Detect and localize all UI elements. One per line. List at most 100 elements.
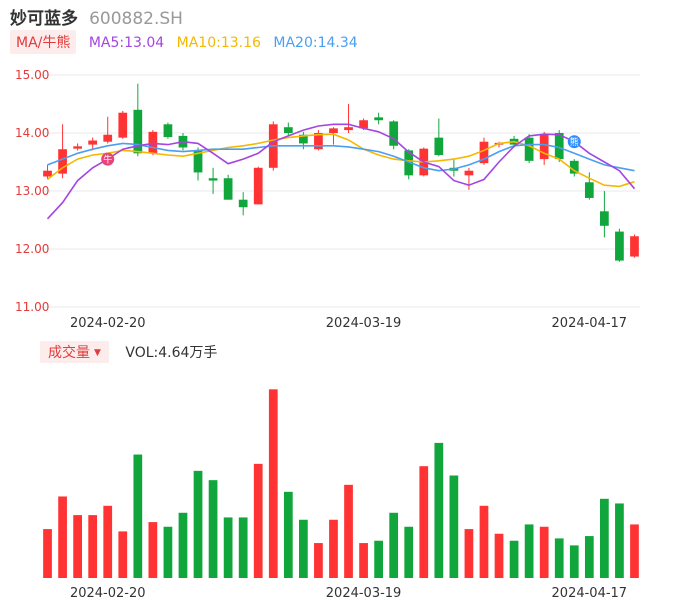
- y-tick-label: 13.00: [15, 184, 49, 198]
- ma5-line: [46, 123, 636, 220]
- volume-bar: [223, 517, 233, 578]
- volume-bar: [238, 517, 248, 578]
- y-tick-label: 11.00: [15, 300, 49, 314]
- volume-bar: [569, 545, 579, 578]
- candle-body: [133, 109, 143, 154]
- volume-bar: [103, 505, 113, 578]
- volume-bar: [133, 454, 143, 578]
- volume-indicator-dropdown[interactable]: 成交量 ▼: [40, 341, 109, 363]
- volume-bar: [494, 533, 504, 578]
- volume-bar: [58, 496, 67, 578]
- candle-body: [464, 170, 474, 176]
- candle-body: [569, 160, 579, 174]
- volume-bar: [509, 540, 519, 578]
- stock-name: 妙可蓝多: [10, 9, 78, 29]
- candle-body: [539, 134, 549, 160]
- volume-bar: [630, 524, 639, 578]
- volume-bar: [43, 529, 52, 578]
- volume-value: VOL:4.64万手: [125, 345, 218, 361]
- volume-bar: [118, 531, 128, 578]
- ma-toggle-button[interactable]: MA/牛熊: [10, 30, 77, 54]
- volume-x-axis-labels: 2024-02-20 2024-03-19 2024-04-17: [70, 586, 627, 601]
- candle-body: [314, 133, 323, 150]
- volume-bar: [329, 519, 338, 578]
- candle-body: [103, 134, 113, 142]
- volume-x-tick-label: 2024-04-17: [552, 586, 628, 601]
- candle-body: [630, 236, 639, 257]
- candle-body: [584, 182, 594, 198]
- volume-bars: [43, 389, 639, 578]
- candle-body: [434, 137, 444, 156]
- ma5-legend: MA5:13.04: [88, 35, 165, 51]
- volume-bar: [464, 529, 474, 578]
- bear-marker-label: 熊: [570, 136, 579, 148]
- volume-bar: [539, 526, 549, 578]
- volume-bar: [148, 522, 158, 578]
- volume-bar: [299, 519, 308, 578]
- volume-bar: [479, 505, 489, 578]
- candle-body: [118, 112, 128, 138]
- chevron-down-icon: ▼: [94, 348, 101, 358]
- volume-bar: [193, 470, 203, 578]
- candle-body: [524, 137, 534, 161]
- candle-body: [344, 127, 353, 131]
- candle-body: [554, 133, 564, 160]
- volume-bar: [404, 526, 414, 578]
- x-tick-label: 2024-02-20: [70, 316, 146, 331]
- ma20-legend: MA20:14.34: [273, 35, 358, 51]
- x-tick-label: 2024-03-19: [326, 316, 402, 331]
- candle-body: [223, 178, 233, 200]
- candle-body: [73, 146, 82, 149]
- volume-bar: [615, 503, 624, 578]
- candle-body: [374, 117, 383, 121]
- candle-body: [299, 134, 308, 144]
- volume-indicator-label: 成交量: [48, 345, 90, 361]
- volume-bar: [600, 498, 609, 578]
- stock-code: 600882.SH: [89, 9, 183, 29]
- volume-bar: [374, 540, 383, 578]
- volume-bar: [163, 526, 173, 578]
- ma10-legend: MA10:13.16: [176, 35, 261, 51]
- candle-body: [329, 128, 338, 133]
- candle-body: [208, 178, 218, 181]
- candle-body: [43, 170, 52, 177]
- ma-legend: MA/牛熊 MA5:13.04 MA10:13.16 MA20:14.34: [10, 30, 358, 54]
- x-axis-labels: 2024-02-20 2024-03-19 2024-04-17: [70, 316, 627, 331]
- x-tick-label: 2024-04-17: [552, 316, 628, 331]
- volume-bar: [283, 491, 293, 578]
- candle-body: [58, 149, 67, 174]
- candle-body: [88, 140, 98, 145]
- volume-bar: [584, 536, 594, 578]
- volume-bar: [419, 466, 429, 578]
- candle-body: [283, 127, 293, 133]
- ma10-line: [47, 133, 635, 188]
- volume-bar: [253, 463, 263, 578]
- candle-body: [389, 121, 399, 146]
- volume-bar: [524, 524, 534, 578]
- volume-bar: [449, 475, 459, 578]
- candle-body: [479, 141, 489, 164]
- candle-body: [253, 167, 263, 205]
- grid-lines: [40, 74, 640, 308]
- candle-body: [600, 211, 609, 226]
- y-tick-label: 15.00: [15, 68, 49, 82]
- candle-body: [163, 124, 173, 138]
- y-tick-label: 12.00: [15, 242, 49, 256]
- ma-lines: [46, 123, 636, 220]
- signal-markers: 牛熊: [101, 135, 581, 166]
- candles: [43, 83, 639, 262]
- volume-bar: [359, 543, 368, 578]
- bull-marker-label: 牛: [103, 154, 112, 166]
- volume-bar: [344, 484, 353, 578]
- candle-body: [359, 120, 368, 129]
- y-axis-labels: 15.00 14.00 13.00 12.00 11.00: [15, 68, 49, 314]
- volume-x-tick-label: 2024-03-19: [326, 586, 402, 601]
- volume-bar: [314, 543, 323, 578]
- y-tick-label: 14.00: [15, 126, 49, 140]
- candle-body: [193, 150, 203, 173]
- candle-body: [404, 150, 414, 176]
- volume-bar: [208, 480, 218, 578]
- stock-title: 妙可蓝多 600882.SH: [10, 4, 183, 29]
- volume-bar: [268, 389, 278, 578]
